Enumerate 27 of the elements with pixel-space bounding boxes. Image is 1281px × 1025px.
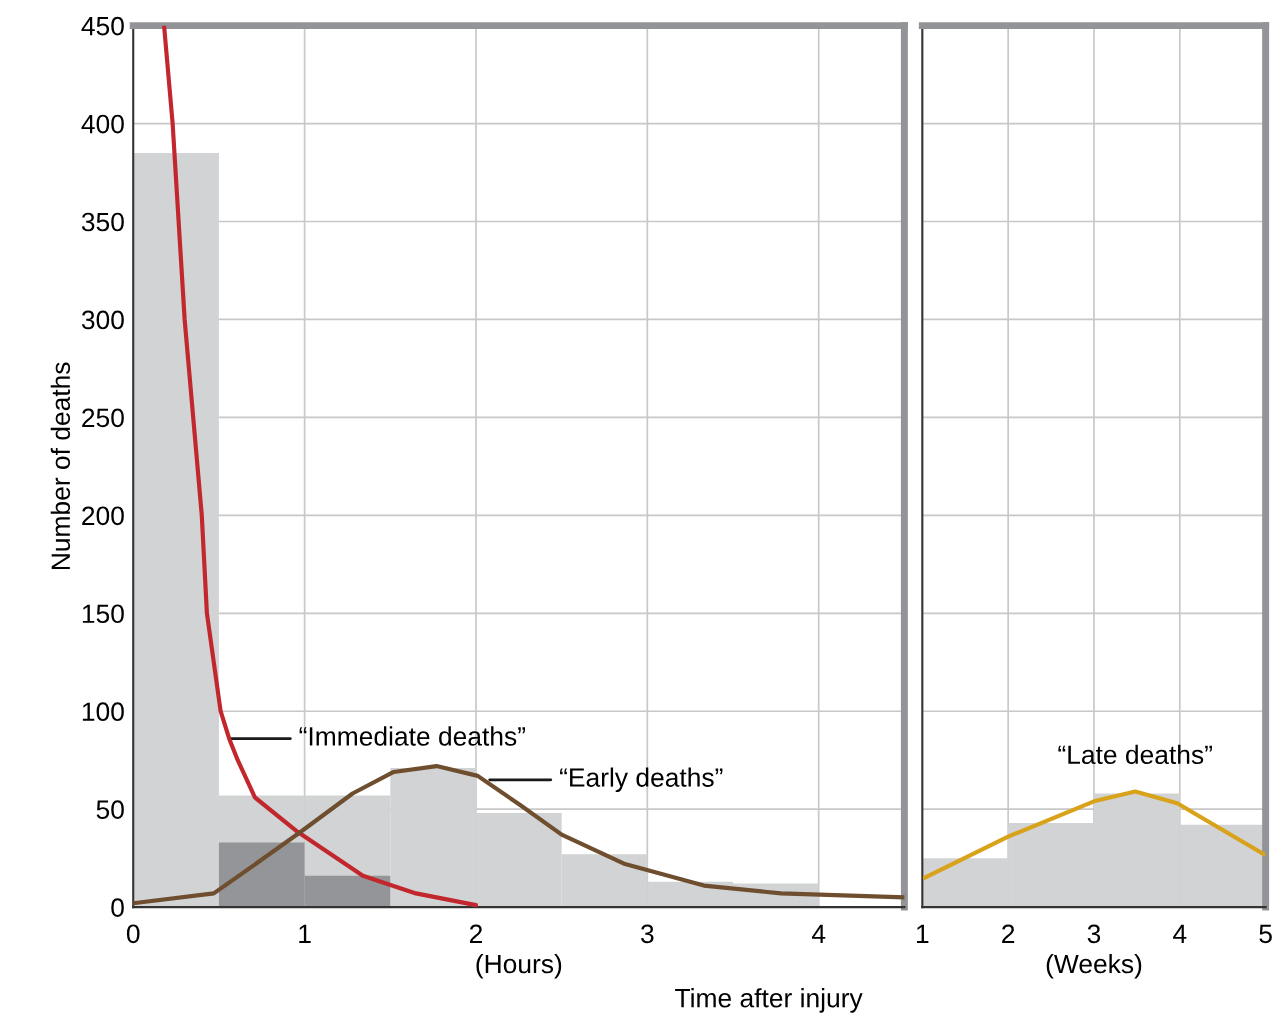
x-tick-label: 1 xyxy=(299,924,311,943)
y-tick-label: 350 xyxy=(81,212,124,232)
y-tick-label: 300 xyxy=(81,310,124,330)
text: Time after injury xyxy=(675,988,863,1013)
x-axis-title: (Hours) xyxy=(476,953,562,979)
annotation: “Early deaths” xyxy=(560,767,723,793)
y-tick-label: 450 xyxy=(81,16,124,36)
x-tick-label: 2 xyxy=(469,924,482,943)
x-tick-label: 5 xyxy=(1259,924,1272,944)
x-axis-title: (Weeks) xyxy=(1046,953,1142,979)
y-tick-label: 0 xyxy=(111,898,124,917)
annotation: “Late deaths” xyxy=(1058,744,1212,765)
y-tick-label: 400 xyxy=(81,114,124,134)
y-tick-label: 150 xyxy=(82,604,124,624)
x-tick-label: 3 xyxy=(641,924,654,944)
x-tick-label: 3 xyxy=(1087,924,1101,944)
x-tick-label: 0 xyxy=(126,924,140,944)
y-tick-label: 250 xyxy=(82,408,124,428)
x-tick-label: 4 xyxy=(1173,924,1187,943)
x-tick-label: 2 xyxy=(1002,924,1015,943)
x-tick-label: 1 xyxy=(916,924,929,943)
y-axis-title: Number of deaths xyxy=(50,362,71,570)
y-tick-label: 50 xyxy=(96,800,124,819)
y-tick-label: 200 xyxy=(82,506,124,526)
annotation: “Immediate deaths” xyxy=(299,726,525,746)
x-tick-label: 4 xyxy=(811,924,826,943)
y-tick-label: 100 xyxy=(82,702,124,722)
